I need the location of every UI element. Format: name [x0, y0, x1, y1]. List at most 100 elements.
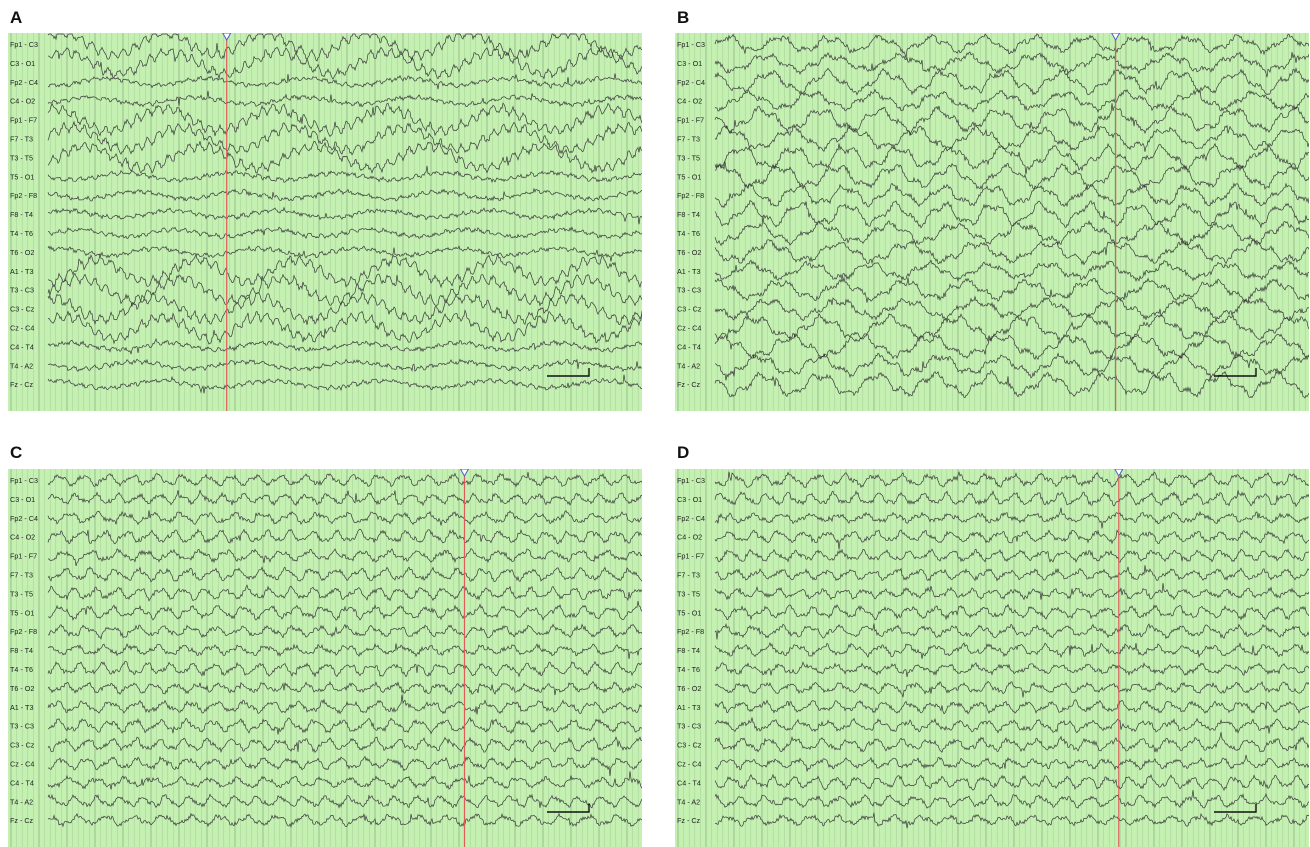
- eeg-trace-c-15: [47, 736, 642, 754]
- channel-label: T3 - C3: [677, 286, 701, 295]
- channel-label: Fp2 - C4: [10, 514, 38, 523]
- channel-label: C4 - T4: [10, 778, 34, 787]
- eeg-trace-d-15: [714, 732, 1309, 753]
- eeg-trace-a-7: [47, 140, 642, 174]
- eeg-trace-c-2: [47, 489, 642, 507]
- channel-label: C4 - T4: [677, 342, 701, 351]
- eeg-trace-d-13: [714, 699, 1309, 715]
- channel-label: F8 - T4: [10, 646, 33, 655]
- eeg-trace-b-17: [714, 332, 1309, 361]
- panel-d-letter: D: [677, 443, 690, 462]
- eeg-trace-a-3: [47, 73, 642, 90]
- panel-c-letter: C: [10, 443, 23, 462]
- channel-label: Fz - Cz: [677, 816, 701, 825]
- eeg-trace-b-2: [714, 51, 1309, 78]
- channel-label: T4 - T6: [10, 665, 33, 674]
- eeg-trace-a-11: [48, 226, 642, 240]
- eeg-trace-a-4: [47, 90, 642, 108]
- channel-label: F7 - T3: [677, 135, 700, 144]
- channel-label: T6 - O2: [677, 248, 701, 257]
- eeg-trace-b-18: [714, 351, 1309, 381]
- channel-label: Fp2 - F8: [10, 191, 37, 200]
- channel-label: T3 - T5: [677, 153, 700, 162]
- eeg-trace-a-18: [47, 358, 642, 373]
- eeg-trace-d-9: [714, 622, 1309, 640]
- channel-label: T4 - T6: [677, 665, 700, 674]
- channel-label: Fp1 - C3: [10, 476, 38, 485]
- channel-label: C3 - Cz: [677, 305, 702, 314]
- eeg-trace-d-17: [714, 773, 1309, 792]
- channel-label: T3 - C3: [10, 286, 34, 295]
- channel-label: C4 - O2: [677, 533, 702, 542]
- eeg-trace-c-11: [47, 660, 642, 678]
- eeg-trace-a-6: [47, 120, 642, 156]
- channel-label: C4 - O2: [677, 97, 702, 106]
- eeg-trace-d-8: [714, 603, 1309, 621]
- eeg-background: [8, 469, 642, 847]
- channel-label: Fp2 - F8: [10, 627, 37, 636]
- channel-label: F8 - T4: [677, 210, 700, 219]
- eeg-trace-c-17: [47, 771, 642, 790]
- eeg-background: [675, 469, 1309, 847]
- channel-label: T4 - A2: [677, 361, 700, 370]
- eeg-trace-a-2: [47, 45, 642, 80]
- eeg-trace-c-1: [47, 471, 642, 488]
- channel-label: C3 - Cz: [10, 741, 35, 750]
- channel-label: Cz - C4: [10, 324, 34, 333]
- channel-label: Fp2 - F8: [677, 191, 704, 200]
- cursor-marker-head: [1114, 469, 1124, 478]
- eeg-trace-c-7: [47, 584, 642, 602]
- eeg-trace-a-10: [47, 206, 642, 225]
- eeg-trace-d-12: [714, 680, 1309, 698]
- eeg-trace-a-9: [47, 187, 642, 202]
- eeg-trace-a-13: [47, 253, 642, 289]
- channel-label: A1 - T3: [677, 703, 700, 712]
- eeg-background: [8, 33, 642, 411]
- channel-label: T4 - A2: [10, 361, 33, 370]
- channel-label: Cz - C4: [10, 760, 34, 769]
- channel-label: C4 - O2: [10, 97, 35, 106]
- eeg-trace-a-8: [47, 165, 642, 183]
- eeg-trace-d-16: [714, 754, 1309, 772]
- channel-label: Fp2 - C4: [10, 78, 38, 87]
- cursor-marker-head: [459, 469, 470, 478]
- eeg-trace-d-11: [714, 661, 1309, 677]
- eeg-trace-a-16: [47, 309, 642, 345]
- eeg-trace-a-17: [47, 337, 642, 355]
- channel-label: F7 - T3: [10, 135, 33, 144]
- channel-label: C4 - T4: [10, 342, 34, 351]
- eeg-trace-b-14: [714, 276, 1309, 303]
- channel-label: C3 - O1: [10, 495, 35, 504]
- channel-label: T6 - O2: [10, 684, 34, 693]
- eeg-trace-b-10: [714, 199, 1309, 229]
- channel-label: A1 - T3: [10, 267, 33, 276]
- channel-label: Fp1 - F7: [677, 116, 704, 125]
- channel-label: T6 - O2: [10, 248, 34, 257]
- channel-label: T3 - T5: [10, 153, 33, 162]
- eeg-trace-d-5: [714, 548, 1309, 564]
- channel-label: T3 - T5: [677, 589, 700, 598]
- eeg-trace-d-1: [714, 471, 1309, 489]
- channel-label: T5 - O1: [10, 172, 34, 181]
- eeg-trace-b-7: [714, 142, 1309, 175]
- scale-bar: [1214, 368, 1257, 377]
- channel-label: C3 - O1: [10, 59, 35, 68]
- eeg-trace-d-6: [714, 565, 1309, 582]
- channel-label: T3 - C3: [10, 722, 34, 731]
- channel-label: T4 - T6: [10, 229, 33, 238]
- eeg-trace-b-1: [714, 33, 1309, 59]
- channel-label: F7 - T3: [677, 571, 700, 580]
- channel-label: C3 - Cz: [10, 305, 35, 314]
- channel-label: T5 - O1: [677, 608, 701, 617]
- eeg-trace-d-3: [714, 507, 1309, 529]
- eeg-trace-c-16: [47, 755, 642, 776]
- eeg-trace-c-6: [47, 566, 642, 583]
- eeg-trace-c-14: [47, 716, 642, 735]
- channel-label: C4 - O2: [10, 533, 35, 542]
- channel-label: A1 - T3: [677, 267, 700, 276]
- eeg-trace-a-12: [47, 245, 642, 262]
- channel-label: C3 - Cz: [677, 741, 702, 750]
- eeg-trace-c-3: [47, 510, 642, 526]
- eeg-trace-a-5: [47, 102, 642, 137]
- panel-a-letter: A: [10, 8, 23, 27]
